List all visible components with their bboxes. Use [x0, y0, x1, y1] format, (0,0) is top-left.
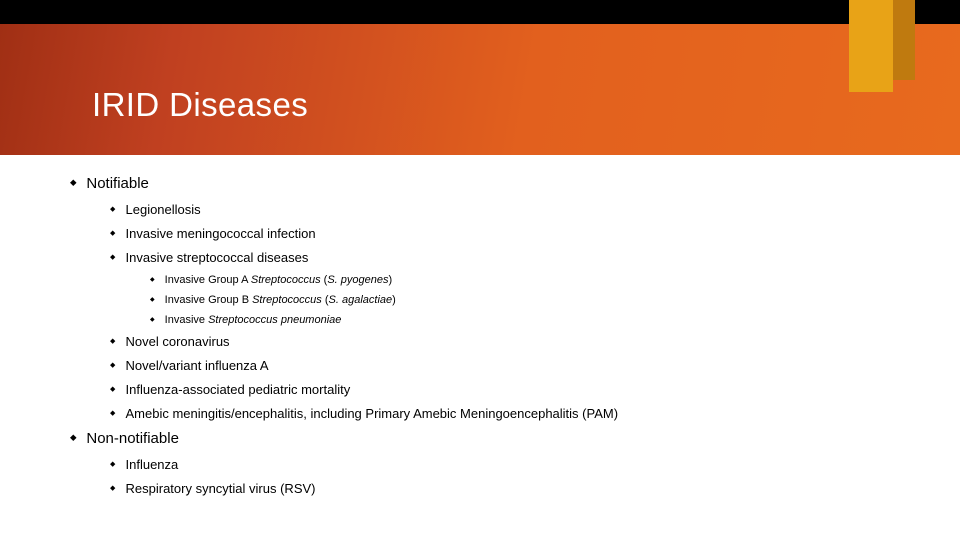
bullet-notifiable: Notifiable	[70, 175, 920, 192]
bullet-influenza: Influenza	[110, 457, 920, 472]
bullet-non-notifiable: Non-notifiable	[70, 430, 920, 447]
bullet-invasive-streptococcal: Invasive streptococcal diseases	[110, 250, 920, 265]
accent-bar-front	[849, 0, 893, 92]
bullet-novel-coronavirus: Novel coronavirus	[110, 334, 920, 349]
bullet-strep-pneumoniae: Invasive Streptococcus pneumoniae	[150, 314, 920, 326]
bullet-amebic-meningitis: Amebic meningitis/encephalitis, includin…	[110, 406, 920, 421]
bullet-rsv: Respiratory syncytial virus (RSV)	[110, 481, 920, 496]
slide-title: IRID Diseases	[92, 86, 308, 124]
bullet-novel-influenza-a: Novel/variant influenza A	[110, 358, 920, 373]
bullet-invasive-meningococcal: Invasive meningococcal infection	[110, 226, 920, 241]
slide-content: Notifiable Legionellosis Invasive mening…	[70, 175, 920, 505]
bullet-group-a-strep: Invasive Group A Streptococcus (S. pyoge…	[150, 274, 920, 286]
bullet-group-b-strep: Invasive Group B Streptococcus (S. agala…	[150, 294, 920, 306]
slide-header: IRID Diseases	[0, 0, 960, 155]
bullet-pediatric-mortality: Influenza-associated pediatric mortality	[110, 382, 920, 397]
bullet-legionellosis: Legionellosis	[110, 202, 920, 217]
